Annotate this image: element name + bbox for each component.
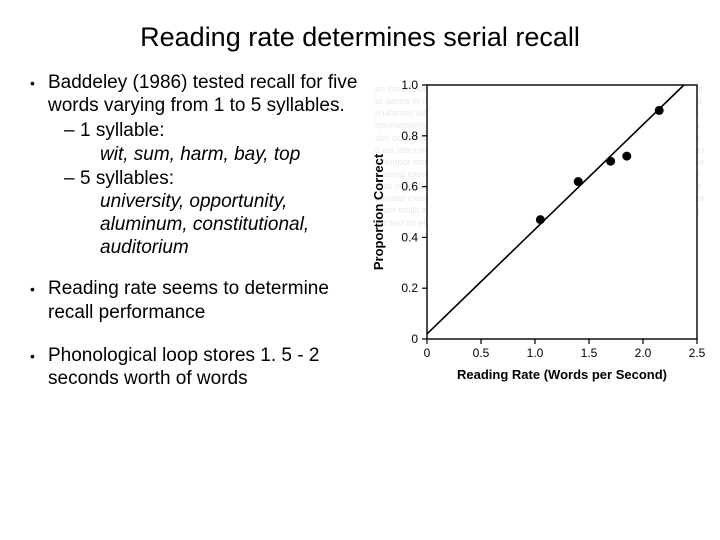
svg-text:0.6: 0.6 xyxy=(401,180,418,194)
bullet-3: • Phonological loop stores 1. 5 - 2 seco… xyxy=(30,344,359,390)
svg-text:0.4: 0.4 xyxy=(401,230,418,244)
chart-column: en ipsu dolor sit amet consectetur adipi… xyxy=(365,71,715,396)
bullet-3-text: Phonological loop stores 1. 5 - 2 second… xyxy=(48,344,359,390)
svg-text:0: 0 xyxy=(411,332,418,346)
bullet-1-2-examples: university, opportunity, aluminum, const… xyxy=(100,190,359,260)
svg-text:Proportion Correct: Proportion Correct xyxy=(371,153,386,270)
svg-text:Reading Rate (Words per Second: Reading Rate (Words per Second) xyxy=(457,367,667,382)
page-title: Reading rate determines serial recall xyxy=(0,0,720,53)
dash-icon: – xyxy=(64,119,80,142)
svg-text:0.8: 0.8 xyxy=(401,129,418,143)
bullet-1-1-examples: wit, sum, harm, bay, top xyxy=(100,143,359,166)
svg-text:2.0: 2.0 xyxy=(635,346,652,360)
bullet-2: • Reading rate seems to determine recall… xyxy=(30,277,359,323)
bullet-1-2-label: 5 syllables: xyxy=(80,167,359,190)
bullet-dot-icon: • xyxy=(30,277,48,323)
svg-text:1.5: 1.5 xyxy=(581,346,598,360)
bullet-2-text: Reading rate seems to determine recall p… xyxy=(48,277,359,323)
bullet-1: • Baddeley (1986) tested recall for five… xyxy=(30,71,359,117)
bullet-1-1-label: 1 syllable: xyxy=(80,119,359,142)
svg-text:0: 0 xyxy=(424,346,431,360)
bullet-1-2: – 5 syllables: xyxy=(64,167,359,190)
text-column: • Baddeley (1986) tested recall for five… xyxy=(0,71,365,396)
svg-text:2.5: 2.5 xyxy=(689,346,706,360)
bullet-dot-icon: • xyxy=(30,344,48,390)
svg-text:1.0: 1.0 xyxy=(401,78,418,92)
bullet-1-1: – 1 syllable: xyxy=(64,119,359,142)
bullet-dot-icon: • xyxy=(30,71,48,117)
svg-text:0.5: 0.5 xyxy=(473,346,490,360)
scatter-chart: 0 0.2 0.4 0.6 0.8 1.0 0 0.5 1.0 1.5 2.0 2.5 Reading … xyxy=(365,71,713,396)
svg-text:1.0: 1.0 xyxy=(527,346,544,360)
bullet-1-text: Baddeley (1986) tested recall for five w… xyxy=(48,71,359,117)
dash-icon: – xyxy=(64,167,80,190)
svg-text:0.2: 0.2 xyxy=(401,281,418,295)
content-row: • Baddeley (1986) tested recall for five… xyxy=(0,71,720,396)
